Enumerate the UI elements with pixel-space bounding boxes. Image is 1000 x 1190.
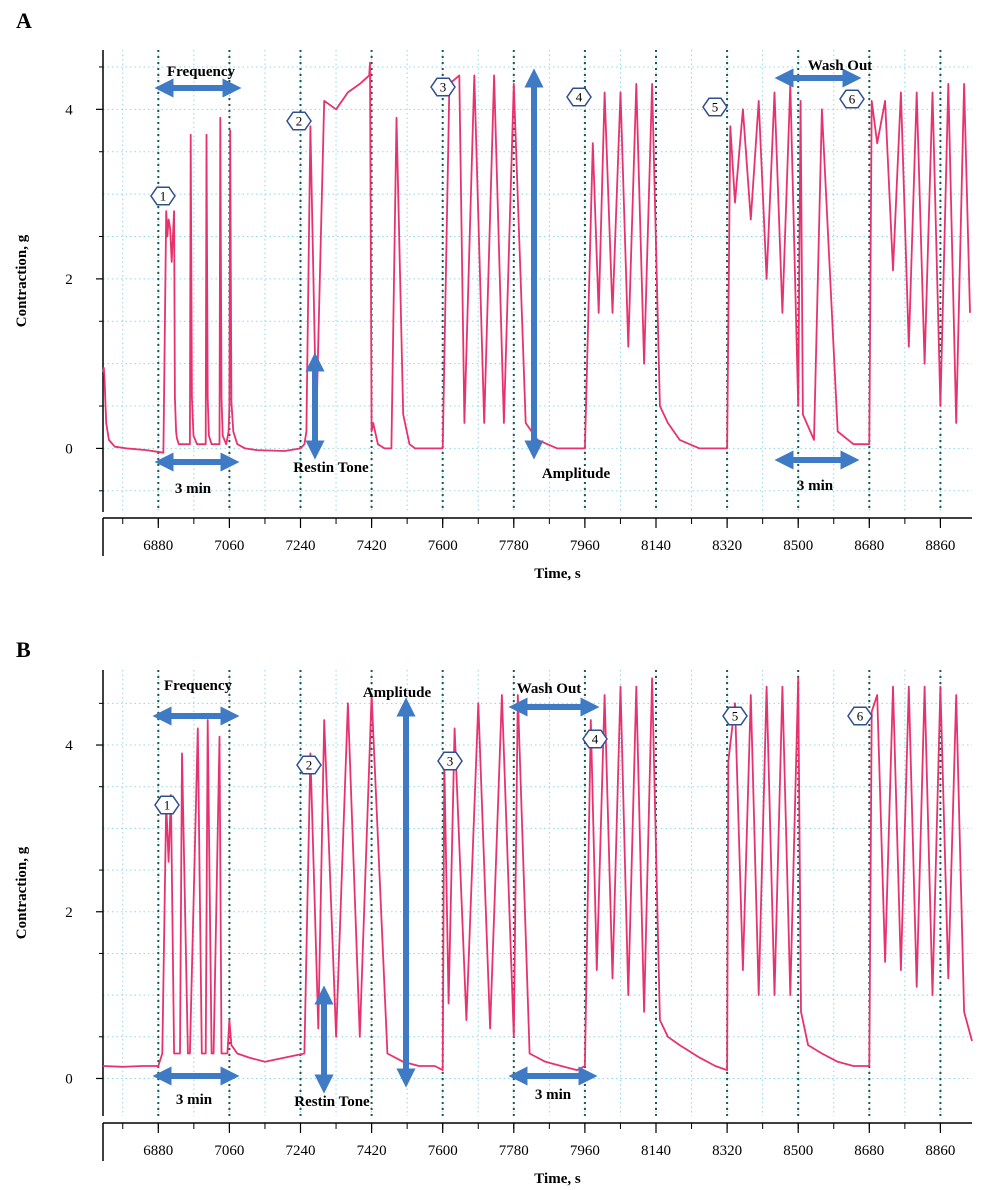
x-tick-label: 8140: [641, 1143, 671, 1159]
x-tick-label: 7960: [570, 538, 600, 554]
grid: [103, 670, 972, 1116]
dose-marker-label: 1: [164, 798, 171, 813]
dose-marker: 1: [150, 186, 176, 206]
x-tick-label: 7420: [357, 1143, 387, 1159]
dose-marker: 3: [437, 751, 463, 771]
contraction-trace: [102, 61, 971, 454]
dose-marker-label: 5: [712, 100, 719, 115]
annotation-text: Restin Tone: [293, 460, 369, 476]
hexagon-icon: [150, 186, 176, 206]
x-tick-label: 7240: [286, 538, 316, 554]
annotation-text: Wash Out: [517, 681, 582, 697]
dose-marker: 4: [566, 87, 592, 107]
hexagon-icon: [286, 111, 312, 131]
dose-marker: 1: [154, 795, 180, 815]
x-axis-title: Time, s: [534, 566, 581, 582]
annotation-text: 3 min: [535, 1087, 572, 1103]
hexagon-icon: [847, 706, 873, 726]
dose-marker: 2: [286, 111, 312, 131]
dose-marker-label: 6: [857, 709, 864, 724]
y-tick-label: 4: [65, 738, 73, 754]
hexagon-icon: [430, 77, 456, 97]
dose-marker: 6: [839, 89, 865, 109]
x-tick-label: 7240: [286, 1143, 316, 1159]
dose-marker-label: 4: [576, 90, 583, 105]
annotation-text: Frequency: [164, 678, 233, 694]
dose-marker: 5: [722, 706, 748, 726]
chart-panel-b: B 0 2 4 Contraction, g 6880 7060 7240 7420 7600 77…: [14, 637, 973, 1187]
x-tick-label: 7060: [214, 538, 244, 554]
dose-marker-label: 2: [296, 114, 303, 129]
x-tick-label: 8860: [925, 538, 955, 554]
x-tick-label: 8680: [854, 1143, 884, 1159]
dose-marker: 4: [582, 729, 608, 749]
hexagon-icon: [702, 97, 728, 117]
x-tick-label: 7060: [214, 1143, 244, 1159]
hexagon-icon: [582, 729, 608, 749]
x-tick-label: 7960: [570, 1143, 600, 1159]
annotation-text: Amplitude: [363, 685, 432, 701]
dose-marker-label: 3: [440, 80, 447, 95]
hexagon-icon: [566, 87, 592, 107]
dose-marker-label: 2: [306, 758, 313, 773]
dose-marker: 6: [847, 706, 873, 726]
x-tick-label: 7420: [357, 538, 387, 554]
annotation-text: Amplitude: [542, 466, 611, 482]
dose-marker-label: 5: [732, 709, 739, 724]
dose-marker-label: 4: [592, 732, 599, 747]
chart-panel-a: A 0 2 4 Contraction, g 6880 7060 7240 7420 7600 77…: [14, 8, 972, 582]
y-tick-label: 2: [65, 272, 73, 288]
x-tick-label: 6880: [143, 1143, 173, 1159]
x-tick-label: 8320: [712, 1143, 742, 1159]
hexagon-icon: [437, 751, 463, 771]
grid: [103, 50, 972, 512]
annotation-text: Frequency: [167, 64, 236, 80]
dose-marker: 3: [430, 77, 456, 97]
hexagon-icon: [296, 755, 322, 775]
x-tick-label: 8500: [783, 538, 813, 554]
x-axis-title: Time, s: [534, 1171, 581, 1187]
y-axis-title: Contraction, g: [14, 846, 30, 939]
y-tick-label: 0: [65, 441, 73, 457]
annotation-text: Wash Out: [808, 58, 873, 74]
hexagon-icon: [154, 795, 180, 815]
hexagon-icon: [722, 706, 748, 726]
x-tick-label: 7780: [499, 1143, 529, 1159]
annotation-text: 3 min: [797, 478, 834, 494]
hexagon-icon: [839, 89, 865, 109]
panel-label: A: [16, 8, 32, 33]
y-tick-label: 4: [65, 102, 73, 118]
x-tick-label: 8860: [925, 1143, 955, 1159]
y-axis-title: Contraction, g: [14, 234, 30, 327]
x-tick-label: 8140: [641, 538, 671, 554]
y-tick-label: 0: [65, 1071, 73, 1087]
dose-marker-label: 6: [849, 92, 856, 107]
dose-marker-label: 1: [160, 189, 167, 204]
x-tick-label: 7600: [428, 538, 458, 554]
contraction-trace: [102, 677, 973, 1071]
annotation-text: Restin Tone: [294, 1094, 370, 1110]
x-tick-label: 6880: [143, 538, 173, 554]
y-tick-label: 2: [65, 905, 73, 921]
panel-label: B: [16, 637, 31, 662]
annotation-text: 3 min: [176, 1092, 213, 1108]
x-tick-label: 8320: [712, 538, 742, 554]
x-tick-label: 7600: [428, 1143, 458, 1159]
x-tick-label: 8500: [783, 1143, 813, 1159]
x-tick-label: 8680: [854, 538, 884, 554]
dose-marker: 2: [296, 755, 322, 775]
dose-marker: 5: [702, 97, 728, 117]
dose-marker-label: 3: [447, 754, 454, 769]
x-tick-label: 7780: [499, 538, 529, 554]
annotation-text: 3 min: [175, 481, 212, 497]
